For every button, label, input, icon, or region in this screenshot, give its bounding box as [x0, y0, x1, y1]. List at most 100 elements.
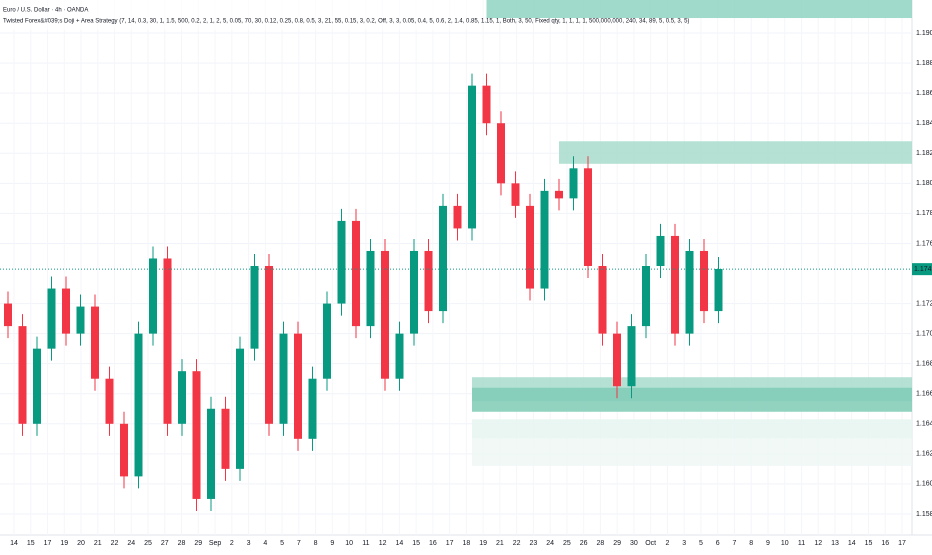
x-tick-label: 16	[429, 540, 437, 547]
x-tick-label: 14	[848, 540, 856, 547]
zone	[472, 387, 912, 412]
x-tick-label: 28	[178, 540, 186, 547]
y-tick-label: 1.19000	[916, 30, 932, 37]
x-tick-label: 20	[77, 540, 85, 547]
candle-body	[337, 220, 346, 304]
candle-body	[439, 205, 447, 312]
candle-body	[685, 250, 694, 334]
candle-body	[627, 326, 636, 387]
x-tick-label: 24	[546, 540, 554, 547]
x-tick-label: 5	[699, 540, 703, 547]
candle-body	[598, 265, 607, 334]
candle-body	[366, 250, 375, 327]
x-tick-label: Oct	[645, 540, 656, 547]
x-tick-label: 2	[230, 540, 234, 547]
x-tick-label: 29	[194, 540, 202, 547]
candle-body	[178, 371, 186, 424]
x-tick-label: 17	[44, 540, 52, 547]
y-tick-label: 1.17600	[916, 240, 932, 247]
candle-body	[700, 250, 708, 312]
x-tick-label: 7	[297, 540, 301, 547]
x-tick-label: 21	[94, 540, 102, 547]
candle-body	[265, 265, 273, 424]
x-tick-label: 12	[814, 540, 822, 547]
candle-body	[323, 303, 331, 379]
candle-body	[134, 333, 143, 477]
candle-body	[4, 303, 12, 327]
header-bg	[0, 0, 480, 30]
x-tick-label: 15	[865, 540, 873, 547]
zone	[559, 141, 912, 164]
candle-body	[62, 288, 70, 334]
x-tick-label: 2	[665, 540, 669, 547]
x-tick-label: 8	[749, 540, 753, 547]
y-tick-label: 1.18400	[916, 120, 932, 127]
candle-body	[613, 333, 621, 387]
y-tick-label: 1.16000	[916, 481, 932, 488]
candle-body	[105, 378, 114, 424]
x-tick-label: 13	[831, 540, 839, 547]
x-tick-label: 15	[412, 540, 420, 547]
x-tick-label: 26	[580, 540, 588, 547]
x-tick-label: 22	[513, 540, 521, 547]
y-tick-label: 1.16600	[916, 391, 932, 398]
candle-body	[482, 85, 491, 124]
x-tick-label: 18	[462, 540, 470, 547]
x-tick-label: 4	[263, 540, 267, 547]
y-tick-label: 1.17000	[916, 330, 932, 337]
x-tick-label: 9	[330, 540, 334, 547]
x-tick-label: 10	[345, 540, 353, 547]
candle-body	[381, 250, 389, 379]
x-tick-label: 12	[379, 540, 387, 547]
candle-body	[656, 235, 665, 266]
x-tick-label: 17	[446, 540, 454, 547]
candle-body	[584, 168, 592, 266]
candle-body	[250, 265, 259, 349]
candle-body	[192, 371, 201, 499]
y-tick-label: 1.17200	[916, 300, 932, 307]
indicator-label: Twisted Forex&#039;s Doji + Area Strateg…	[3, 19, 689, 25]
y-tick-label: 1.15800	[916, 511, 932, 518]
x-tick-label: 27	[161, 540, 169, 547]
x-tick-label: 30	[630, 540, 638, 547]
x-tick-label: 7	[732, 540, 736, 547]
candle-body	[149, 258, 157, 334]
x-tick-label: 14	[395, 540, 403, 547]
x-tick-label: 15	[27, 540, 35, 547]
x-tick-label: 11	[798, 540, 805, 547]
y-tick-label: 1.16400	[916, 421, 932, 428]
candle-body	[91, 306, 99, 379]
x-tick-label: 8	[314, 540, 318, 547]
candle-body	[33, 348, 41, 424]
x-tick-label: 11	[362, 540, 369, 547]
candle-body	[511, 183, 520, 206]
x-tick-label: 16	[881, 540, 889, 547]
candle-body	[163, 258, 172, 424]
x-tick-label: 22	[111, 540, 119, 547]
candle-body	[714, 269, 723, 312]
y-tick-label: 1.16200	[916, 451, 932, 458]
candle-body	[76, 306, 85, 334]
candle-body	[410, 250, 418, 334]
x-tick-label: 9	[766, 540, 770, 547]
x-tick-label: 19	[479, 540, 487, 547]
zone	[472, 438, 912, 466]
candle-body	[395, 333, 404, 379]
x-tick-label: 24	[127, 540, 135, 547]
candle-body	[308, 378, 317, 439]
candle-body	[642, 265, 650, 327]
last-price-label: 1.17429	[914, 266, 932, 273]
candle-body	[18, 326, 27, 424]
chart-title: Euro / U.S. Dollar · 4h · OANDA	[3, 8, 88, 14]
candle-body	[207, 408, 215, 499]
x-tick-label: 10	[781, 540, 789, 547]
x-tick-label: 6	[716, 540, 720, 547]
candle-body	[424, 250, 433, 312]
y-tick-label: 1.18200	[916, 150, 932, 157]
x-tick-label: 25	[144, 540, 152, 547]
candle-body	[453, 205, 462, 229]
candle-body	[47, 288, 56, 349]
y-tick-label: 1.18800	[916, 60, 932, 67]
candle-body	[279, 333, 288, 424]
